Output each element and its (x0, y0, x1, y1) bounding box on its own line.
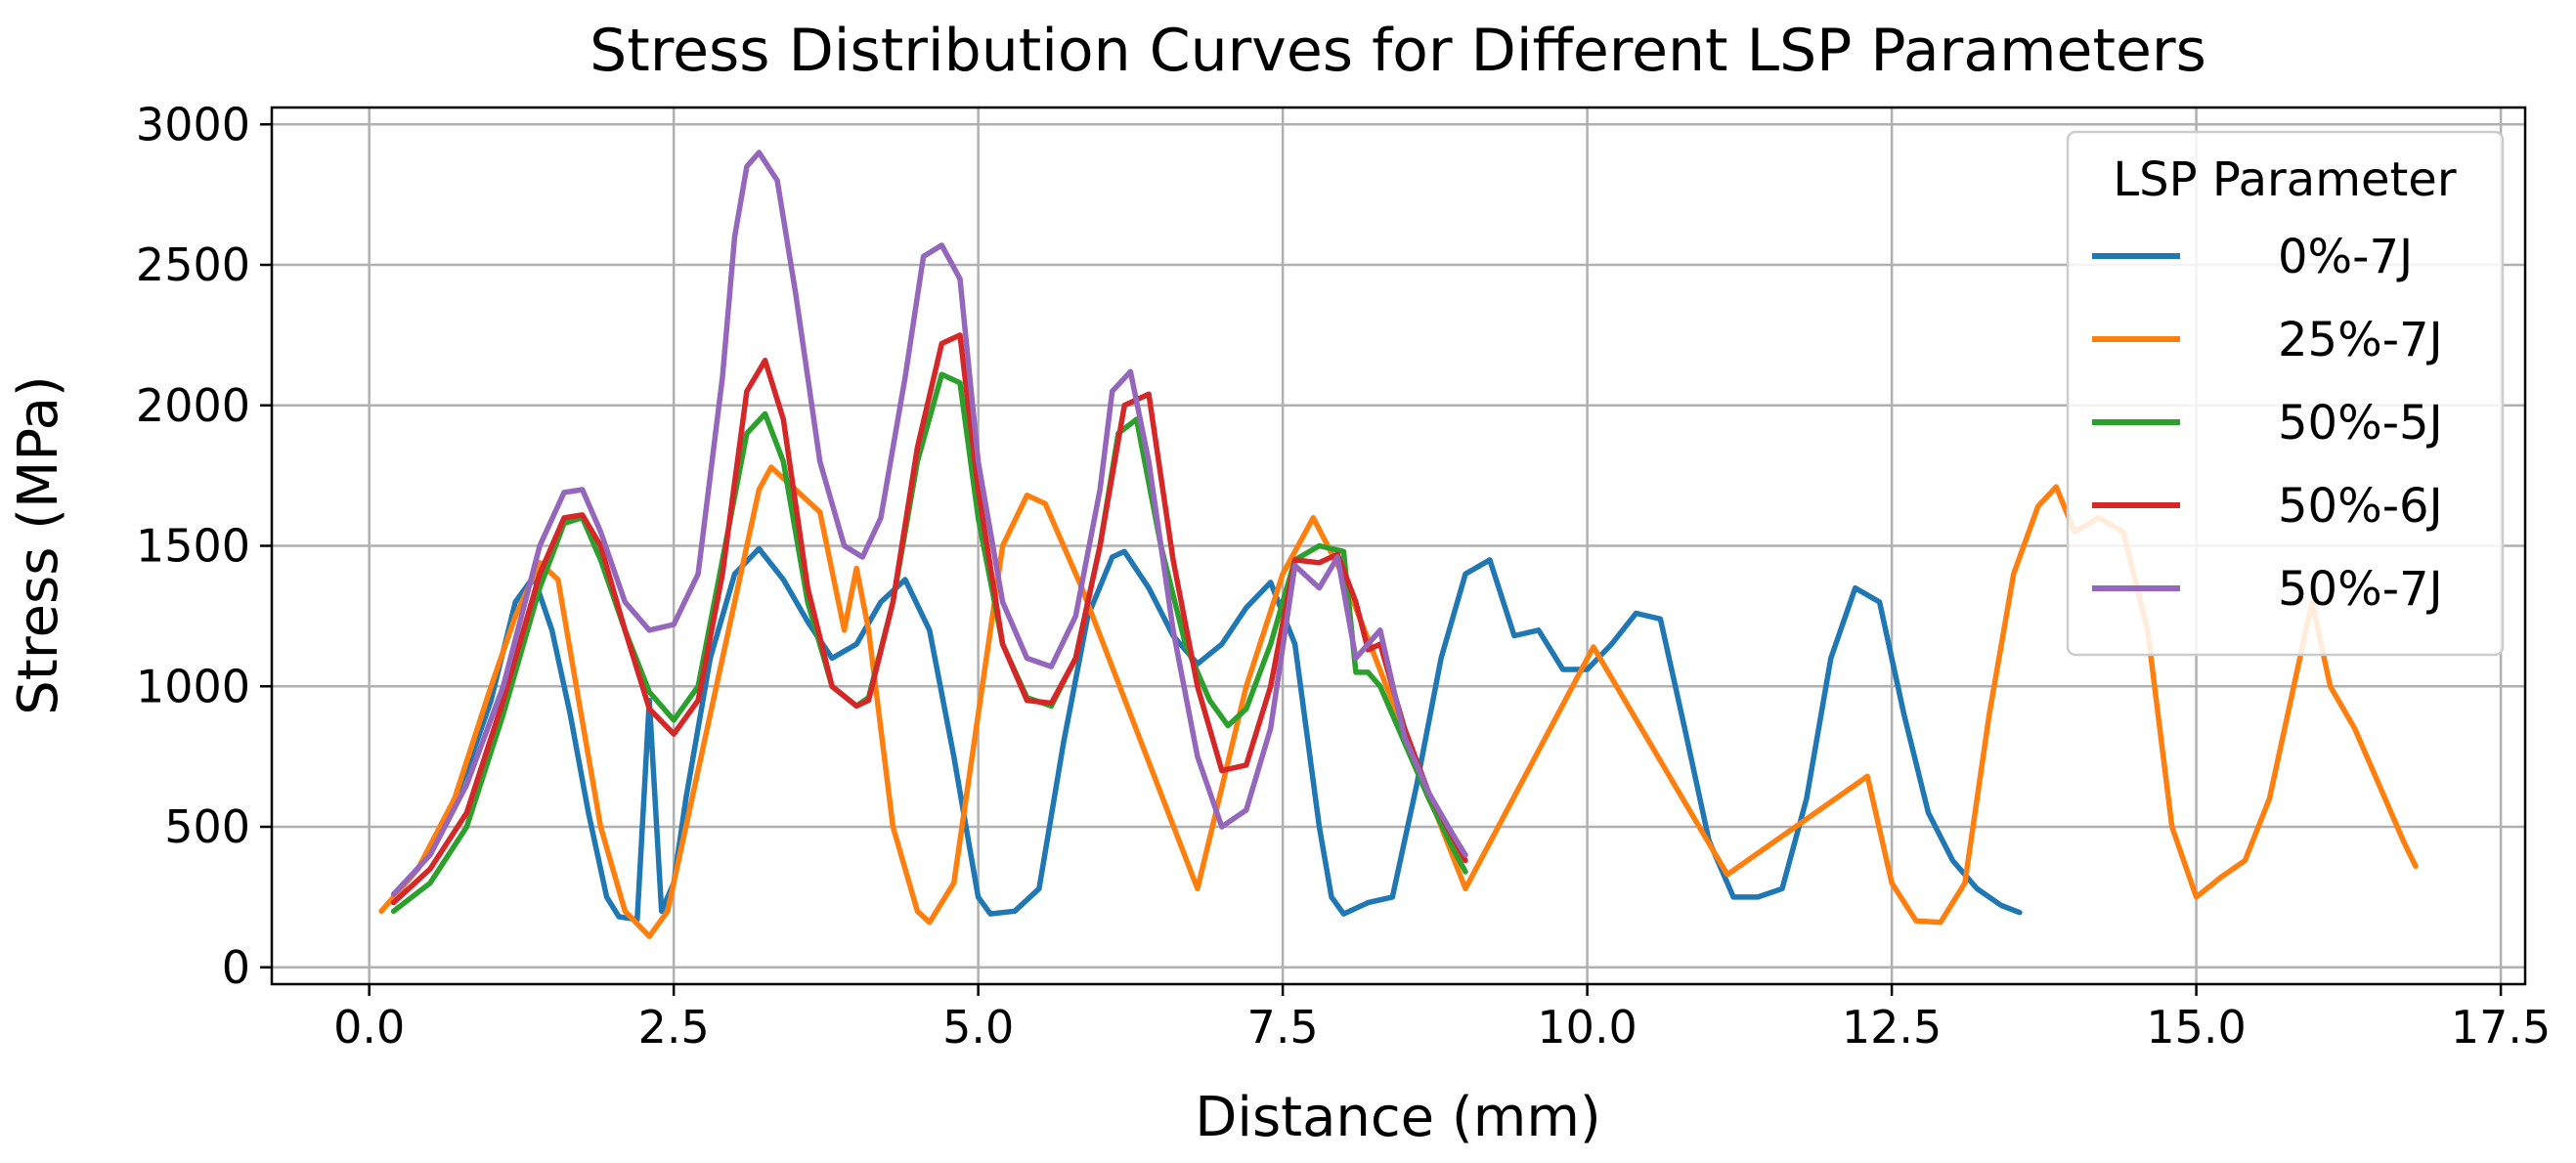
x-tick-label: 17.5 (2451, 1001, 2551, 1054)
series-line-50pct-6j (390, 332, 1468, 906)
legend-label-50pct-5j: 50%-5J (2278, 396, 2443, 451)
y-tick-label: 500 (164, 800, 250, 853)
y-tick-label: 1000 (136, 660, 250, 712)
legend-label-50pct-6j: 50%-6J (2278, 479, 2443, 534)
y-tick-label: 2000 (136, 379, 250, 432)
y-axis-label: Stress (MPa) (7, 375, 70, 714)
x-tick-label: 7.5 (1247, 1001, 1319, 1054)
legend-label-0pct-7j: 0%-7J (2278, 230, 2413, 284)
legend: LSP Parameter 0%-7J 25%-7J 50%-5J 50%-6J 50%… (2066, 130, 2505, 657)
y-tick-label: 1500 (136, 520, 250, 573)
series-line-0pct-7j (390, 545, 2023, 923)
legend-label-50pct-7j: 50%-7J (2278, 562, 2443, 617)
x-tick-label: 5.0 (942, 1001, 1014, 1054)
chart-title: Stress Distribution Curves for Different… (589, 17, 2206, 85)
x-tick-label: 2.5 (638, 1001, 710, 1054)
x-tick-label: 15.0 (2146, 1001, 2246, 1054)
y-tick-label: 3000 (136, 98, 250, 151)
legend-title: LSP Parameter (2113, 152, 2456, 207)
tick-layer: 0.0 2.5 5.0 7.5 10.0 12.5 15.0 17.5 0 500 1000 1500… (136, 98, 2551, 1054)
y-tick-label: 2500 (136, 238, 250, 291)
series-line-50pct-7j (390, 150, 1468, 897)
series-line-25pct-7j (378, 464, 2419, 939)
x-axis-label: Distance (mm) (1195, 1086, 1600, 1149)
series-layer (378, 150, 2419, 939)
x-tick-label: 0.0 (333, 1001, 405, 1054)
legend-label-25pct-7j: 25%-7J (2278, 313, 2443, 367)
legend-box (2066, 130, 2505, 657)
legend-entries: 0%-7J 25%-7J 50%-5J 50%-6J 50%-7J (2092, 230, 2443, 617)
x-tick-label: 12.5 (1842, 1001, 1942, 1054)
y-tick-label: 0 (222, 941, 250, 994)
x-tick-label: 10.0 (1537, 1001, 1637, 1054)
